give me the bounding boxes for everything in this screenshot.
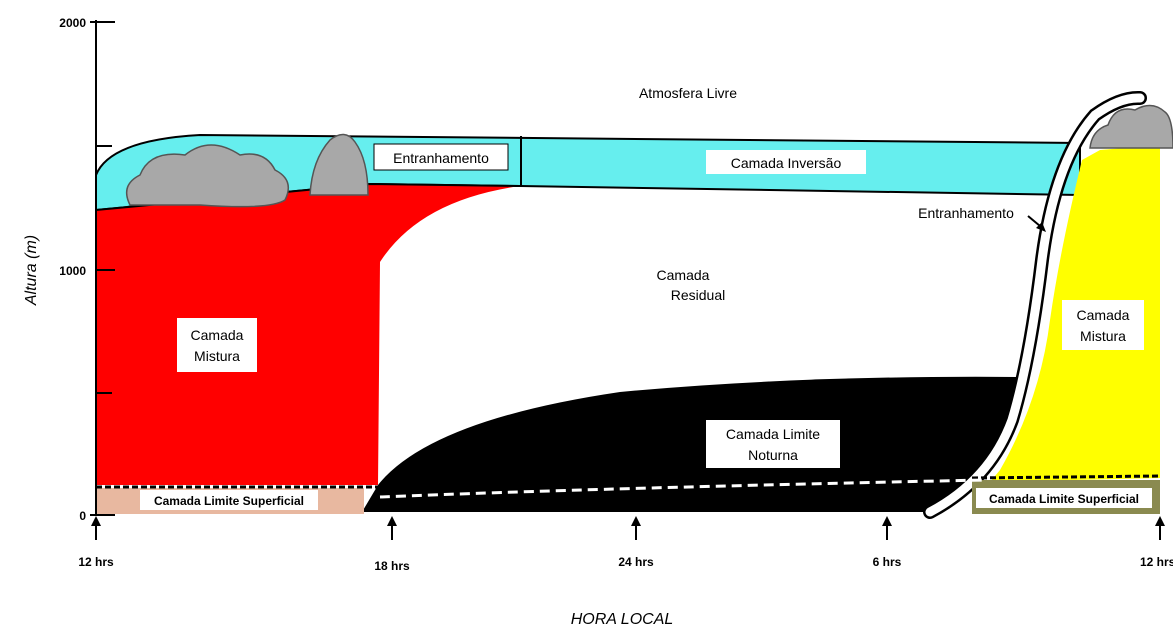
x-tick-arrow-6h bbox=[882, 516, 892, 540]
x-tick-label-12h-end: 12 hrs bbox=[1140, 555, 1173, 569]
label-residual-line1: Camada bbox=[657, 267, 710, 283]
label-inversion-layer: Camada Inversão bbox=[731, 155, 842, 171]
label-mixed-left-line1: Camada bbox=[191, 327, 244, 343]
label-nocturnal-line2: Noturna bbox=[748, 447, 798, 463]
x-tick-label-18h: 18 hrs bbox=[374, 559, 410, 573]
label-entrainment-right: Entranhamento bbox=[918, 205, 1014, 221]
surface-layer-dashed-line-right bbox=[971, 474, 1161, 480]
label-entrainment-left: Entranhamento bbox=[393, 150, 489, 166]
x-tick-label-12h-start: 12 hrs bbox=[78, 555, 114, 569]
label-box-nocturnal bbox=[706, 420, 840, 468]
x-tick-arrow-24h bbox=[631, 516, 641, 540]
label-box-entrainment-left bbox=[373, 143, 509, 171]
nocturnal-surface-dashed-line bbox=[379, 478, 986, 499]
y-tick-label-2000: 2000 bbox=[59, 16, 86, 30]
y-axis-title: Altura (m) bbox=[23, 235, 40, 306]
y-tick-label-1000: 1000 bbox=[59, 264, 86, 278]
x-tick-arrow-12h-end bbox=[1155, 516, 1165, 540]
cloud-left-large bbox=[125, 144, 290, 208]
label-box-surface-right bbox=[976, 488, 1152, 508]
entrainment-curve-inner bbox=[925, 93, 1145, 517]
label-nocturnal-line1: Camada Limite bbox=[726, 426, 820, 442]
x-tick-arrow-18h bbox=[387, 516, 397, 540]
entrainment-arrow bbox=[1027, 215, 1046, 232]
x-tick-arrow-12h-start bbox=[91, 516, 101, 540]
label-mixed-right-line1: Camada bbox=[1077, 307, 1130, 323]
cloud-left-small bbox=[309, 133, 369, 196]
label-mixed-left-line2: Mistura bbox=[194, 348, 240, 364]
label-residual-line2: Residual bbox=[671, 287, 725, 303]
label-box-mixed-right bbox=[1062, 300, 1144, 350]
x-axis-title: HORA LOCAL bbox=[571, 611, 674, 628]
mixed-layer-day1-region bbox=[96, 184, 520, 485]
cloud-right bbox=[1089, 104, 1173, 149]
label-box-mixed-left bbox=[177, 318, 257, 372]
label-mixed-right-line2: Mistura bbox=[1080, 328, 1126, 344]
y-tick-label-0: 0 bbox=[79, 509, 86, 523]
label-free-atmosphere: Atmosfera Livre bbox=[639, 85, 737, 101]
label-box-surface-left bbox=[140, 490, 318, 510]
x-tick-label-24h: 24 hrs bbox=[618, 555, 654, 569]
label-surface-left: Camada Limite Superficial bbox=[154, 494, 304, 508]
x-tick-label-6h: 6 hrs bbox=[873, 555, 902, 569]
label-box-inversion-layer bbox=[706, 150, 866, 174]
label-surface-right: Camada Limite Superficial bbox=[989, 492, 1139, 506]
nocturnal-layer-region bbox=[362, 376, 1022, 512]
